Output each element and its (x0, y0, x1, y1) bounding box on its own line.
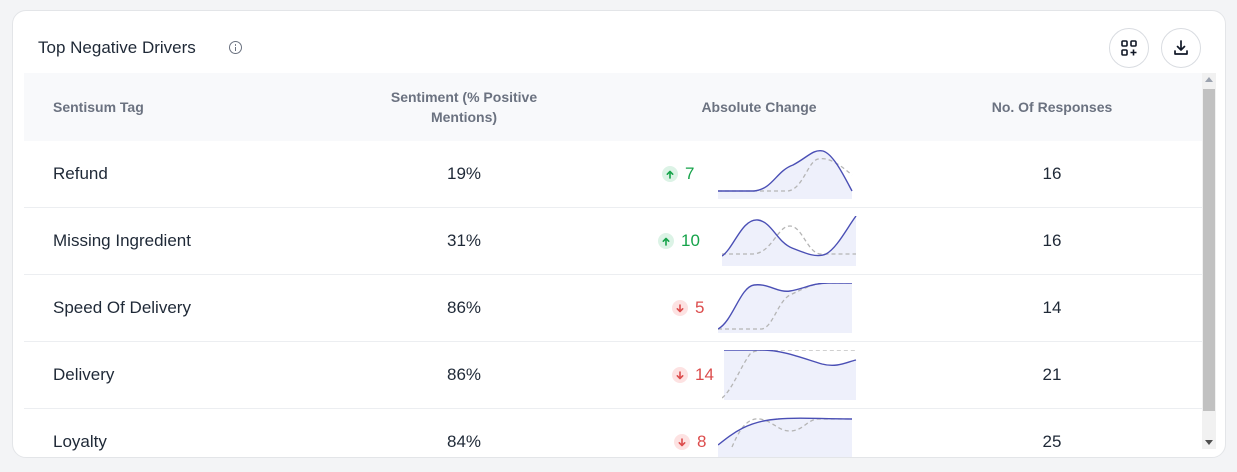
trend-sparkline (722, 216, 857, 266)
absolute-change-cell: 8 (674, 409, 707, 457)
grid-add-button[interactable] (1109, 28, 1149, 68)
table-row[interactable]: Refund 19% 7 16 (24, 141, 1202, 208)
responses-cell: 16 (1042, 164, 1062, 183)
grid-add-icon (1121, 40, 1137, 56)
sentiment-cell: 31% (446, 231, 482, 250)
sentiment-cell: 86% (446, 365, 482, 384)
table-header: Sentisum Tag Sentiment (% Positive Menti… (24, 73, 1202, 141)
table-row[interactable]: Missing Ingredient 31% 10 16 (24, 208, 1202, 275)
widget-title: Top Negative Drivers (38, 38, 196, 57)
trend-sparkline (718, 150, 853, 199)
change-value: 5 (695, 298, 705, 317)
change-value: 14 (695, 365, 714, 384)
arrow-up-icon (658, 233, 674, 249)
change-value: 8 (697, 432, 707, 451)
arrow-up-icon (662, 166, 678, 182)
column-header-responses[interactable]: No. Of Responses (991, 99, 1113, 115)
responses-cell: 14 (1042, 298, 1062, 317)
tag-cell: Loyalty (53, 432, 107, 451)
change-value: 7 (685, 164, 695, 183)
trend-sparkline (722, 350, 857, 400)
scroll-down-arrow-icon[interactable] (1205, 440, 1213, 445)
tag-cell: Delivery (53, 365, 115, 384)
responses-cell: 16 (1042, 231, 1062, 250)
scroll-up-arrow-icon[interactable] (1205, 77, 1213, 82)
trend-sparkline (718, 283, 852, 333)
download-icon (1174, 40, 1188, 55)
arrow-down-icon (672, 367, 688, 383)
drivers-table: Sentisum Tag Sentiment (% Positive Menti… (24, 73, 1202, 457)
table-row[interactable]: Loyalty 84% 8 25 (24, 409, 1202, 457)
trend-sparkline (718, 417, 853, 457)
table-row[interactable]: Speed Of Delivery 86% 5 14 (24, 275, 1202, 342)
change-value: 10 (681, 231, 700, 250)
absolute-change-cell: 14 (672, 342, 714, 408)
sentiment-cell: 19% (446, 164, 482, 183)
column-header-tag[interactable]: Sentisum Tag (53, 99, 144, 115)
top-negative-drivers-card: Top Negative Drivers Sentisum Tag Sentim… (12, 10, 1226, 458)
sentiment-cell: 86% (446, 298, 482, 317)
responses-cell: 21 (1042, 365, 1062, 384)
download-button[interactable] (1161, 28, 1201, 68)
scroll-thumb[interactable] (1203, 89, 1215, 411)
absolute-change-cell: 7 (662, 141, 694, 207)
tag-cell: Missing Ingredient (53, 231, 191, 250)
column-header-absolute-change[interactable]: Absolute Change (701, 99, 817, 115)
absolute-change-cell: 5 (672, 275, 704, 341)
sentiment-cell: 84% (446, 432, 482, 451)
tag-cell: Refund (53, 164, 108, 183)
table-row[interactable]: Delivery 86% 14 21 (24, 342, 1202, 409)
info-icon[interactable] (229, 41, 242, 54)
tag-cell: Speed Of Delivery (53, 298, 191, 317)
column-header-sentiment[interactable]: Sentiment (% Positive Mentions) (390, 89, 538, 125)
absolute-change-cell: 10 (658, 208, 700, 274)
arrow-down-icon (672, 300, 688, 316)
vertical-scrollbar[interactable] (1202, 73, 1216, 449)
responses-cell: 25 (1042, 432, 1062, 451)
arrow-down-icon (674, 434, 690, 450)
